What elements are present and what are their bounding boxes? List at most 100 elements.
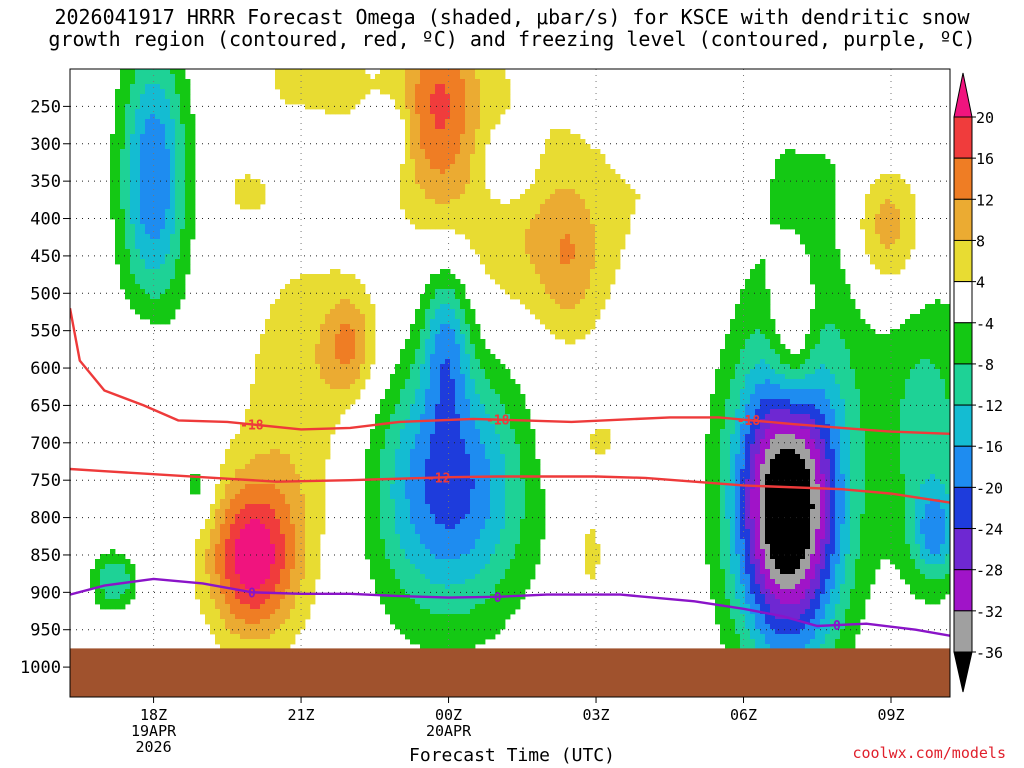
omega-cell-527	[490, 114, 496, 120]
omega-cell-1478	[495, 199, 501, 205]
omega-cell-1033	[805, 169, 811, 175]
omega-cell-3084	[300, 314, 306, 320]
omega-cell-1195	[170, 184, 176, 190]
omega-cell-3607	[855, 344, 861, 350]
omega-cell-1617	[910, 204, 916, 210]
omega-cell-3086	[310, 314, 316, 320]
omega-cell-3541	[925, 339, 931, 345]
omega-cell-1311	[555, 189, 561, 195]
omega-cell-1681	[770, 209, 776, 215]
omega-cell-1825	[510, 219, 516, 225]
omega-cell-4797	[710, 409, 716, 415]
omega-cell-2174	[510, 244, 516, 250]
omega-cell-1612	[885, 204, 891, 210]
omega-cell-126	[180, 79, 186, 85]
omega-cell-1475	[480, 199, 486, 205]
omega-cell-870	[160, 159, 166, 165]
omega-cell-1656	[510, 209, 516, 215]
omega-cell-204	[350, 84, 356, 90]
omega-cell-4344	[880, 384, 886, 390]
omega-cell-1599	[790, 204, 796, 210]
omega-cell-2756	[590, 289, 596, 295]
omega-cell-4192	[400, 379, 406, 385]
omega-cell-455	[130, 109, 136, 115]
omega-cell-1248	[795, 184, 801, 190]
omega-cell-1907	[505, 224, 511, 230]
omega-cell-4930	[885, 414, 891, 420]
omega-cell-351	[115, 99, 121, 105]
omega-cell-4163	[925, 374, 931, 380]
omega-cell-778	[415, 149, 421, 155]
omega-cell-1108	[115, 179, 121, 185]
omega-cell-2159	[155, 244, 161, 250]
omega-cell-1141	[460, 179, 466, 185]
omega-cell-48	[465, 69, 471, 75]
omega-cell-4309	[510, 384, 516, 390]
omega-cell-1372	[405, 194, 411, 200]
omega-cell-679	[130, 139, 136, 145]
omega-cell-2436	[875, 264, 881, 270]
omega-cell-2144	[880, 239, 886, 245]
omega-cell-1626	[150, 209, 156, 215]
omega-cell-23	[325, 69, 331, 75]
omega-cell-394	[460, 99, 466, 105]
omega-cell-163	[450, 79, 456, 85]
omega-cell-2200	[820, 244, 826, 250]
omega-cell-1139	[450, 179, 456, 185]
omega-cell-4458	[270, 394, 276, 400]
omega-cell-3640	[330, 349, 336, 355]
omega-cell-1384	[465, 194, 471, 200]
omega-cell-868	[150, 159, 156, 165]
omega-cell-531	[125, 119, 131, 125]
omega-cell-3322	[355, 329, 361, 335]
omega-cell-4858	[310, 414, 316, 420]
omega-cell-3183	[455, 319, 461, 325]
omega-cell-153	[400, 79, 406, 85]
omega-cell-4909	[780, 414, 786, 420]
omega-cell-3237	[315, 324, 321, 330]
omega-cell-486	[470, 109, 476, 115]
omega-cell-3958	[835, 364, 841, 370]
omega-cell-1426	[865, 194, 871, 200]
omega-cell-2086	[905, 234, 911, 240]
omega-cell-2362	[565, 259, 571, 265]
omega-cell-3081	[285, 314, 291, 320]
omega-cell-608	[165, 129, 171, 135]
omega-cell-388	[430, 99, 436, 105]
omega-cell-887	[455, 159, 461, 165]
omega-cell-4787	[480, 409, 486, 415]
omega-cell-1392	[535, 194, 541, 200]
omega-cell-894	[545, 159, 551, 165]
omega-cell-1808	[425, 219, 431, 225]
omega-cell-2193	[605, 244, 611, 250]
omega-cell-2082	[885, 234, 891, 240]
omega-cell-1498	[605, 199, 611, 205]
omega-cell-1560	[460, 204, 466, 210]
omega-cell-1507	[785, 199, 791, 205]
omega-cell-1603	[810, 204, 816, 210]
omega-cell-3419	[555, 334, 561, 340]
omega-cell-3254	[435, 324, 441, 330]
omega-cell-257	[310, 89, 316, 95]
omega-cell-2389	[130, 264, 136, 270]
omega-cell-4013	[440, 369, 446, 375]
omega-cell-2262	[830, 249, 836, 255]
omega-cell-480	[440, 109, 446, 115]
omega-cell-1341	[875, 189, 881, 195]
omega-cell-3321	[350, 329, 356, 335]
omega-cell-2323	[875, 254, 881, 260]
omega-cell-928	[165, 164, 171, 170]
omega-cell-4291	[420, 384, 426, 390]
omega-cell-3012	[325, 309, 331, 315]
omega-cell-1090	[615, 174, 621, 180]
omega-cell-3396	[330, 334, 336, 340]
omega-cell-551	[435, 119, 441, 125]
omega-cell-893	[540, 159, 546, 165]
omega-cell-304	[160, 94, 166, 100]
omega-cell-2173	[505, 244, 511, 250]
omega-cell-4840	[925, 409, 931, 415]
omega-cell-1049	[160, 174, 166, 180]
omega-cell-1249	[800, 184, 806, 190]
omega-cell-4580	[415, 399, 421, 405]
omega-cell-1463	[420, 199, 426, 205]
